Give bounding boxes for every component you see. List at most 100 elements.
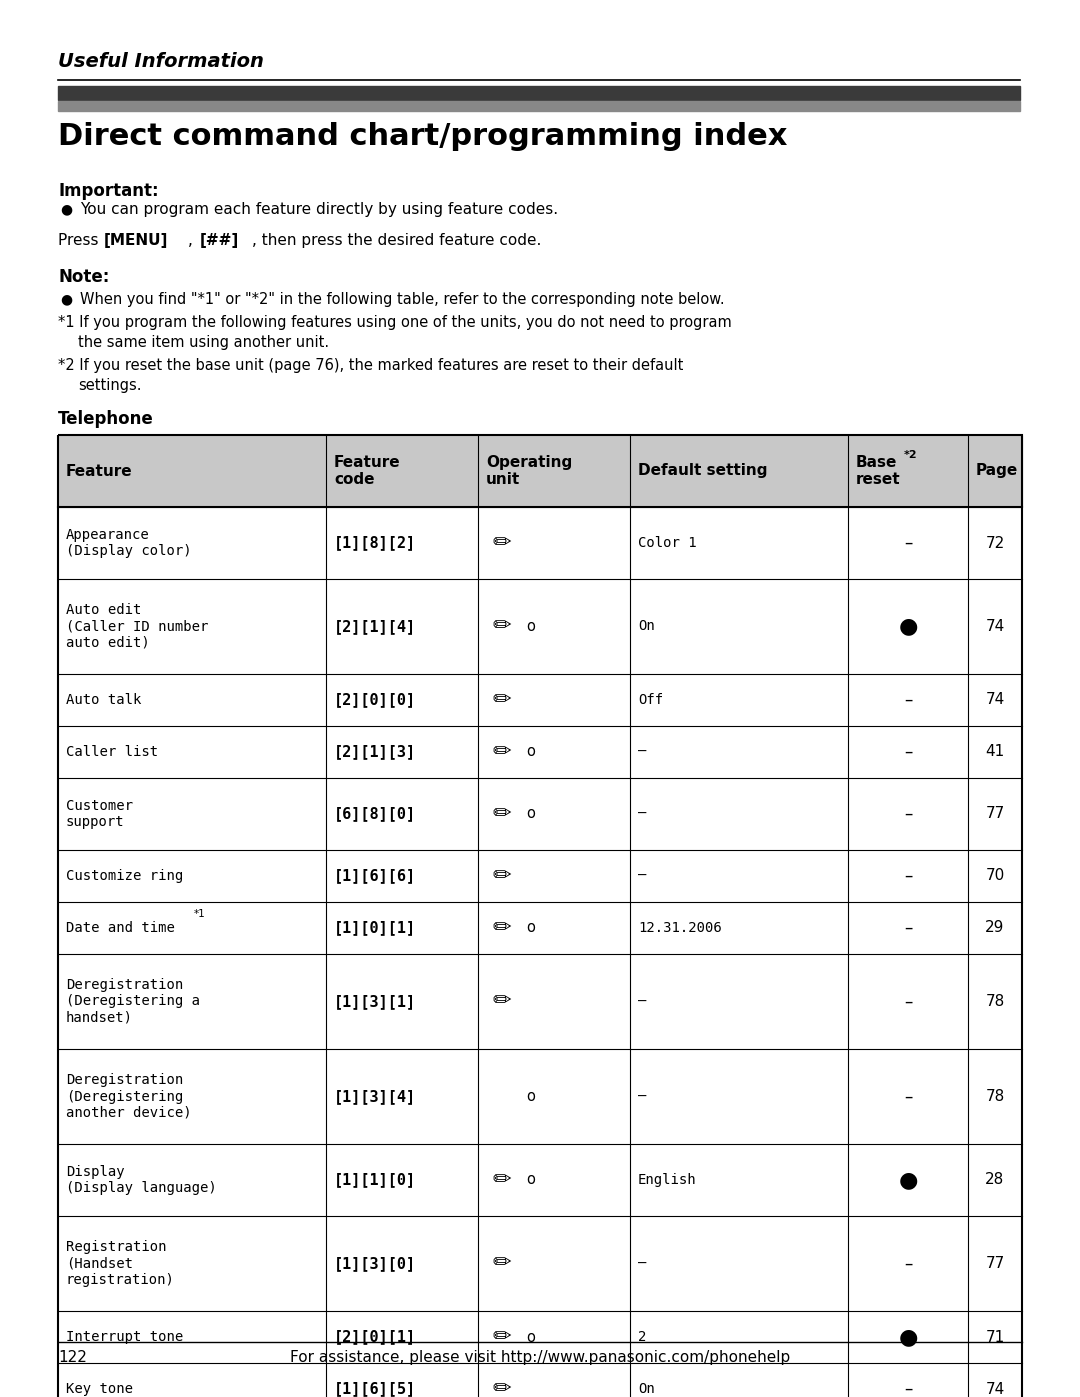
Text: 78: 78 <box>985 1090 1004 1104</box>
Text: o: o <box>526 921 535 936</box>
Text: ✏: ✏ <box>492 616 511 637</box>
Text: o: o <box>526 806 535 821</box>
Text: –: – <box>904 743 913 761</box>
Text: –: – <box>638 869 646 883</box>
Text: –: – <box>638 807 646 821</box>
Text: –: – <box>904 1255 913 1273</box>
Text: [1][0][1]: [1][0][1] <box>334 921 416 936</box>
Text: 74: 74 <box>985 1382 1004 1397</box>
Text: ✏: ✏ <box>492 918 511 937</box>
Text: ✏: ✏ <box>492 1327 511 1347</box>
Text: Deregistration
(Deregistering
another device): Deregistration (Deregistering another de… <box>66 1073 191 1120</box>
Text: ✏: ✏ <box>492 1253 511 1274</box>
Text: ●: ● <box>899 616 918 637</box>
Text: Important:: Important: <box>58 182 159 200</box>
Text: [1][8][2]: [1][8][2] <box>334 535 416 550</box>
Text: Color 1: Color 1 <box>638 536 697 550</box>
Text: ✏: ✏ <box>492 866 511 886</box>
Text: 70: 70 <box>985 869 1004 883</box>
Text: –: – <box>638 1256 646 1270</box>
Text: Note:: Note: <box>58 268 109 286</box>
Text: [1][3][1]: [1][3][1] <box>334 995 416 1009</box>
Text: On: On <box>638 1382 654 1396</box>
Text: Off: Off <box>638 693 663 707</box>
Text: o: o <box>526 745 535 760</box>
Text: Feature
code: Feature code <box>334 455 401 488</box>
Text: o: o <box>526 1330 535 1344</box>
Text: 71: 71 <box>985 1330 1004 1344</box>
Text: [1][3][0]: [1][3][0] <box>334 1256 416 1271</box>
Text: ✏: ✏ <box>492 1379 511 1397</box>
Text: ,: , <box>188 233 193 249</box>
Text: Feature: Feature <box>66 464 133 479</box>
Text: ●: ● <box>899 1327 918 1347</box>
Text: [1][6][6]: [1][6][6] <box>334 869 416 883</box>
Text: [6][8][0]: [6][8][0] <box>334 806 416 821</box>
Text: 77: 77 <box>985 1256 1004 1271</box>
Text: Press: Press <box>58 233 104 249</box>
Text: ✏: ✏ <box>492 992 511 1011</box>
Text: [1][6][5]: [1][6][5] <box>334 1382 416 1397</box>
Text: –: – <box>904 919 913 937</box>
Text: Key tone: Key tone <box>66 1382 133 1396</box>
Text: –: – <box>638 745 646 759</box>
Text: On: On <box>638 619 654 633</box>
Text: [##]: [##] <box>200 233 240 249</box>
Text: –: – <box>638 1090 646 1104</box>
Text: *2 If you reset the base unit (page 76), the marked features are reset to their : *2 If you reset the base unit (page 76),… <box>58 358 684 373</box>
Bar <box>58 434 1022 507</box>
Text: Auto edit
(Caller ID number
auto edit): Auto edit (Caller ID number auto edit) <box>66 604 208 650</box>
Text: Direct command chart/programming index: Direct command chart/programming index <box>58 122 787 151</box>
Text: When you find "*1" or "*2" in the following table, refer to the corresponding no: When you find "*1" or "*2" in the follow… <box>80 292 725 307</box>
Text: –: – <box>638 995 646 1009</box>
Text: *2: *2 <box>904 450 918 460</box>
Text: –: – <box>904 1087 913 1105</box>
Text: ✏: ✏ <box>492 742 511 761</box>
Text: Page: Page <box>976 464 1018 479</box>
Text: 12.31.2006: 12.31.2006 <box>638 921 721 935</box>
Text: Default setting: Default setting <box>638 464 768 479</box>
Text: 77: 77 <box>985 806 1004 821</box>
Text: 41: 41 <box>985 745 1004 760</box>
Text: Useful Information: Useful Information <box>58 52 264 71</box>
Text: Display
(Display language): Display (Display language) <box>66 1165 217 1194</box>
Text: –: – <box>904 1380 913 1397</box>
Text: 2: 2 <box>638 1330 646 1344</box>
Text: [MENU]: [MENU] <box>104 233 168 249</box>
Text: –: – <box>904 534 913 552</box>
Text: ✏: ✏ <box>492 534 511 553</box>
Text: 74: 74 <box>985 693 1004 707</box>
Text: 74: 74 <box>985 619 1004 634</box>
Text: 78: 78 <box>985 995 1004 1009</box>
Text: –: – <box>904 992 913 1010</box>
Text: 28: 28 <box>985 1172 1004 1187</box>
Text: [2][1][4]: [2][1][4] <box>334 619 416 634</box>
Text: *1: *1 <box>194 909 206 919</box>
Text: the same item using another unit.: the same item using another unit. <box>78 335 329 351</box>
Text: [2][0][1]: [2][0][1] <box>334 1330 416 1344</box>
Text: 72: 72 <box>985 535 1004 550</box>
Text: Auto talk: Auto talk <box>66 693 141 707</box>
Text: Date and time: Date and time <box>66 921 175 935</box>
Text: ●: ● <box>899 1171 918 1190</box>
Text: o: o <box>526 619 535 634</box>
Text: *1 If you program the following features using one of the units, you do not need: *1 If you program the following features… <box>58 314 732 330</box>
Text: [2][1][3]: [2][1][3] <box>334 745 416 760</box>
Text: Registration
(Handset
registration): Registration (Handset registration) <box>66 1241 175 1287</box>
Text: Telephone: Telephone <box>58 409 153 427</box>
Text: –: – <box>904 868 913 886</box>
Text: 122: 122 <box>58 1350 86 1365</box>
Text: Caller list: Caller list <box>66 745 158 759</box>
Text: Customer
support: Customer support <box>66 799 133 828</box>
Text: Operating
unit: Operating unit <box>486 455 572 488</box>
Text: o: o <box>526 1172 535 1187</box>
Text: o: o <box>526 1090 535 1104</box>
Text: [1][1][0]: [1][1][0] <box>334 1172 416 1187</box>
Text: Interrupt tone: Interrupt tone <box>66 1330 184 1344</box>
Bar <box>58 101 1020 110</box>
Text: ✏: ✏ <box>492 805 511 824</box>
Text: [1][3][4]: [1][3][4] <box>334 1090 416 1104</box>
Text: Base
reset: Base reset <box>856 455 901 488</box>
Text: [2][0][0]: [2][0][0] <box>334 693 416 707</box>
Text: Customize ring: Customize ring <box>66 869 184 883</box>
